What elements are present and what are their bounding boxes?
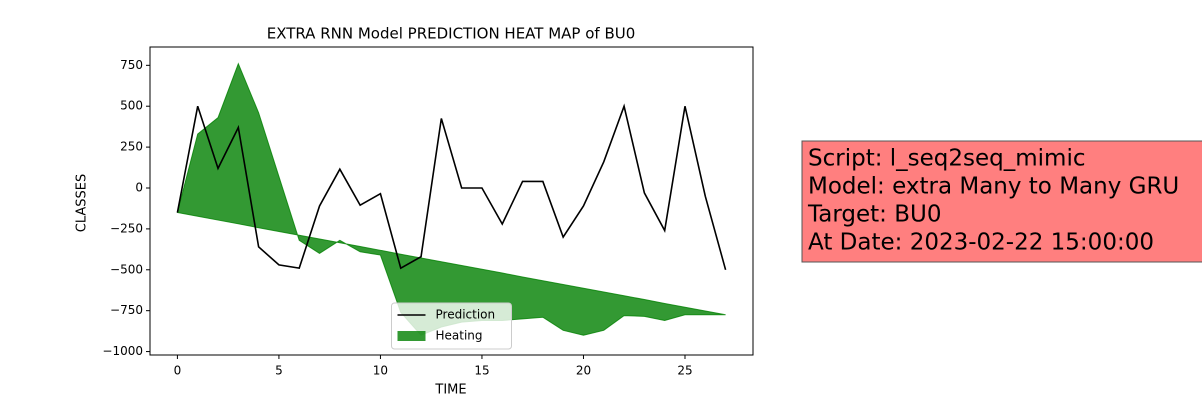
x-axis-label: TIME xyxy=(434,383,466,398)
x-tick-label: 10 xyxy=(373,364,388,378)
x-tick-label: 25 xyxy=(677,364,692,378)
y-axis-label: CLASSES xyxy=(75,174,90,232)
annotation-text: Script: l_seq2seq_mimic xyxy=(808,146,1086,172)
y-tick-label: −1000 xyxy=(102,344,143,358)
y-tick-label: 0 xyxy=(135,180,143,194)
annotation-text: Model: extra Many to Many GRU xyxy=(808,174,1179,200)
annotation-text: Target: BU0 xyxy=(807,202,941,228)
y-tick-label: −500 xyxy=(110,262,143,276)
x-tick-label: 15 xyxy=(474,364,489,378)
x-tick-label: 20 xyxy=(576,364,591,378)
chart-title: EXTRA RNN Model PREDICTION HEAT MAP of B… xyxy=(267,25,636,43)
x-tick-label: 5 xyxy=(275,364,283,378)
legend-label: Prediction xyxy=(436,308,496,322)
annotation-text: At Date: 2023-02-22 15:00:00 xyxy=(808,230,1154,256)
x-tick-label: 0 xyxy=(174,364,182,378)
y-tick-label: 750 xyxy=(120,58,143,72)
plot-frame xyxy=(149,46,754,356)
legend-swatch xyxy=(397,331,426,341)
annotation-box xyxy=(801,140,1202,263)
y-tick-label: 500 xyxy=(120,99,143,113)
y-tick-label: −750 xyxy=(110,303,143,317)
y-tick-label: 250 xyxy=(120,140,143,154)
line xyxy=(176,103,727,270)
y-tick-label: −250 xyxy=(110,221,143,235)
legend-label: Heating xyxy=(436,329,483,343)
area xyxy=(176,62,726,336)
